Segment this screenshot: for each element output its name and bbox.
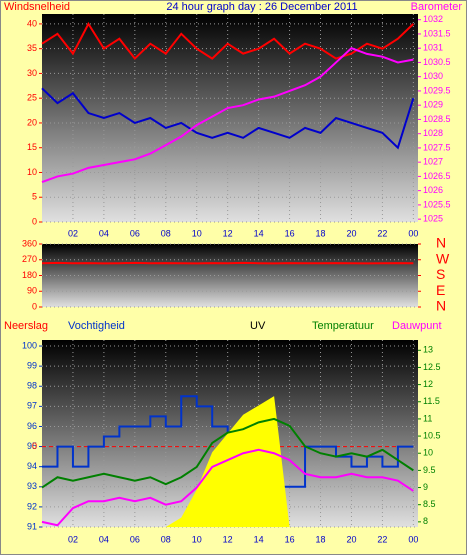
y-tick-label: 90 — [27, 286, 37, 296]
y2-tick-label: N — [436, 298, 446, 314]
x-tick-label: 10 — [192, 534, 202, 544]
y2-tick-label: 1027.5 — [423, 142, 451, 152]
y2-label: Barometer — [411, 1, 463, 13]
x-tick-label: 02 — [68, 534, 78, 544]
y2-tick-label: 11 — [423, 413, 432, 423]
y2-tick-label: 8 — [423, 516, 428, 526]
y2-tick-label: 9.5 — [423, 465, 436, 475]
y-tick-label: 95 — [27, 441, 37, 451]
y2-tick-label: S — [436, 266, 445, 282]
y-tick-label: 35 — [27, 43, 37, 53]
legend-entry: Neerslag — [4, 320, 48, 332]
y2-tick-label: 1026.5 — [423, 171, 451, 181]
y-tick-label: 99 — [27, 361, 37, 371]
y-tick-label: 20 — [27, 117, 37, 127]
y2-tick-label: 1031 — [423, 43, 443, 53]
x-tick-label: 22 — [377, 228, 387, 238]
y2-tick-label: 1030 — [423, 71, 443, 81]
y2-tick-label: 11.5 — [423, 396, 440, 406]
y-tick-label: 0 — [32, 301, 37, 311]
y2-tick-label: 1028 — [423, 128, 443, 138]
y2-tick-label: 1026 — [423, 185, 443, 195]
x-tick-label: 08 — [161, 228, 171, 238]
x-tick-label: 14 — [254, 534, 264, 544]
x-tick-label: 20 — [346, 228, 356, 238]
x-tick-label: 00 — [408, 534, 418, 544]
x-tick-label: 18 — [316, 228, 326, 238]
y2-tick-label: 9 — [423, 482, 428, 492]
y-tick-label: 30 — [27, 68, 37, 78]
legend-entry: Vochtigheid — [68, 320, 125, 332]
y2-tick-label: E — [436, 282, 445, 298]
y-tick-label: 10 — [27, 167, 37, 177]
x-tick-label: 04 — [99, 534, 109, 544]
x-tick-label: 00 — [408, 228, 418, 238]
y-tick-label: 97 — [27, 401, 37, 411]
y-tick-label: 5 — [32, 192, 37, 202]
series-line — [41, 261, 414, 265]
y-tick-label: 91 — [27, 521, 37, 531]
y-tick-label: 360 — [22, 238, 37, 248]
y-tick-label: 40 — [27, 18, 37, 28]
series-line — [41, 417, 414, 489]
y-tick-label: 180 — [22, 270, 37, 280]
y2-tick-label: 1032 — [423, 14, 443, 24]
series-line — [41, 21, 415, 61]
y2-tick-label: 1029 — [423, 100, 443, 110]
x-tick-label: 16 — [285, 534, 295, 544]
legend-entry: Dauwpunt — [392, 320, 442, 332]
series-line — [41, 47, 414, 184]
x-tick-label: 14 — [254, 228, 264, 238]
legend-entry: Temperatuur — [312, 320, 374, 332]
y2-tick-label: 13 — [423, 345, 433, 355]
y2-tick-label: 1025 — [423, 214, 443, 224]
uv-area — [42, 396, 414, 527]
y2-tick-label: 12.5 — [423, 362, 441, 372]
y-tick-label: 25 — [27, 93, 37, 103]
y-tick-label: 100 — [22, 340, 37, 350]
y2-tick-label: 1028.5 — [423, 114, 451, 124]
x-tick-label: 20 — [346, 534, 356, 544]
y2-tick-label: 1031.5 — [423, 28, 451, 38]
legend-entry: UV — [250, 320, 266, 332]
y2-tick-label: W — [436, 250, 450, 266]
y2-tick-label: 10.5 — [423, 430, 441, 440]
x-tick-label: 04 — [99, 228, 109, 238]
y-tick-label: 98 — [27, 381, 37, 391]
x-tick-label: 12 — [223, 228, 233, 238]
x-tick-label: 08 — [161, 534, 171, 544]
x-tick-label: 10 — [192, 228, 202, 238]
y2-tick-label: 10 — [423, 448, 433, 458]
x-tick-label: 06 — [130, 534, 140, 544]
x-tick-label: 22 — [377, 534, 387, 544]
y-tick-label: 96 — [27, 421, 37, 431]
y2-tick-label: 1025.5 — [423, 199, 451, 209]
y-tick-label: 94 — [27, 461, 37, 471]
series-line — [41, 448, 414, 527]
x-tick-label: 16 — [285, 228, 295, 238]
y2-tick-label: N — [436, 235, 446, 251]
y3-tick-label: 0 — [32, 441, 37, 451]
y-tick-label: 15 — [27, 142, 37, 152]
series-line — [41, 87, 415, 150]
x-tick-label: 12 — [223, 534, 233, 544]
y-tick-label: 270 — [22, 254, 37, 264]
x-tick-label: 18 — [316, 534, 326, 544]
y2-tick-label: 12 — [423, 379, 433, 389]
chart-title: 24 hour graph day : 26 December 2011 — [166, 1, 357, 13]
x-tick-label: 02 — [68, 228, 78, 238]
series-line — [42, 395, 414, 488]
y-tick-label: 0 — [32, 216, 37, 226]
y-tick-label: 93 — [27, 481, 37, 491]
y2-tick-label: 8.5 — [423, 499, 436, 509]
y2-tick-label: 1030.5 — [423, 57, 451, 67]
y-label: Windsnelheid — [4, 1, 70, 13]
y-tick-label: 92 — [27, 501, 37, 511]
y2-tick-label: 1027 — [423, 157, 443, 167]
x-tick-label: 06 — [130, 228, 140, 238]
y2-tick-label: 1029.5 — [423, 85, 451, 95]
